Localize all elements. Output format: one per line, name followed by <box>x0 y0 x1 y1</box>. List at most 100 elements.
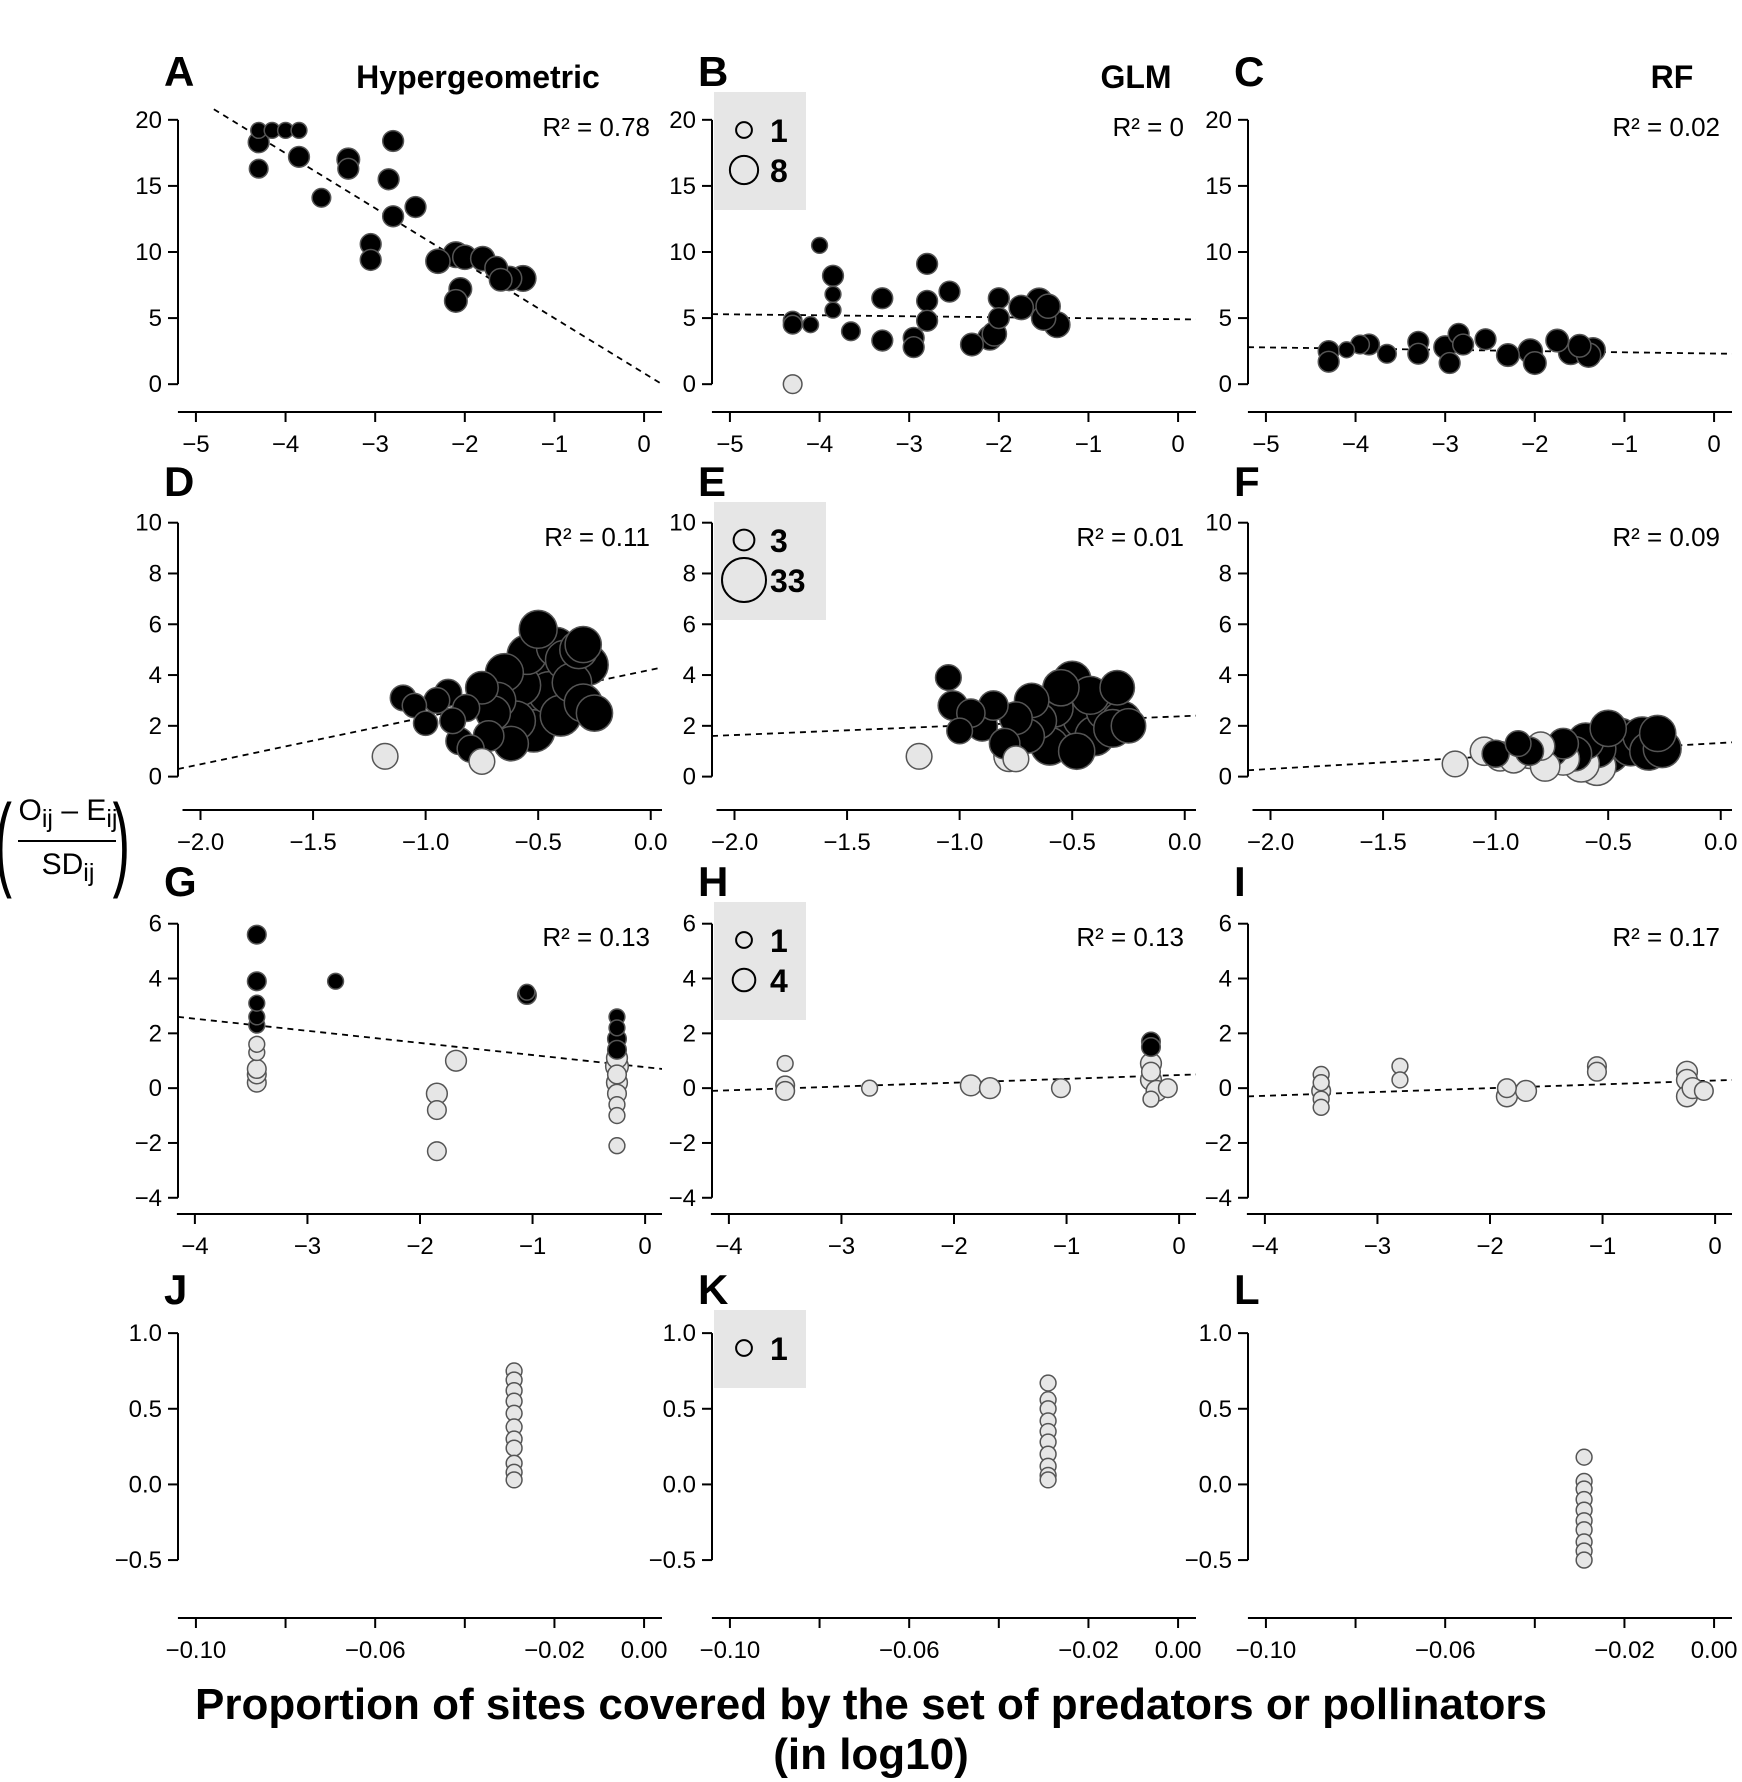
y-tick-label: 0.0 <box>129 1471 162 1498</box>
point-significant <box>246 924 267 945</box>
y-tick-label: 2 <box>683 713 696 740</box>
point-significant <box>464 670 499 705</box>
point-significant <box>311 187 332 208</box>
point-non-significant <box>1441 750 1469 778</box>
panel-letter: D <box>164 458 194 505</box>
point-non-significant <box>606 1064 628 1085</box>
method-title: Hypergeometric <box>356 59 600 95</box>
point-significant <box>404 195 427 219</box>
x-tick-label: −2 <box>940 1233 967 1260</box>
x-axis-title-units: (in log10) <box>773 1730 969 1779</box>
x-tick-label: −0.06 <box>345 1637 406 1664</box>
point-significant <box>871 287 894 310</box>
y-tick-label: 6 <box>149 611 162 638</box>
y-tick-label: 4 <box>1219 966 1232 993</box>
point-non-significant <box>426 1141 447 1162</box>
point-significant <box>564 625 603 664</box>
x-tick-label: −0.06 <box>1415 1637 1476 1664</box>
y-tick-label: 10 <box>135 239 162 266</box>
y-label-left-paren: ( <box>0 790 12 894</box>
panel-letter: L <box>1234 1266 1260 1313</box>
y-tick-label: 0 <box>1219 1075 1232 1102</box>
method-title: GLM <box>1100 59 1171 95</box>
point-non-significant <box>959 1074 983 1097</box>
point-non-significant <box>444 1049 468 1072</box>
panel-letter: F <box>1234 458 1260 505</box>
point-non-significant <box>1575 1448 1593 1466</box>
panel-C: 0 5 10 15 20 −5 −4 −3 −2 −1 0 C RF R² = 0.02 <box>1205 48 1732 458</box>
x-tick-label: 0 <box>1172 1233 1185 1260</box>
x-tick-label: −0.5 <box>1584 829 1631 856</box>
r-squared-label: R² = 0.09 <box>1612 522 1720 552</box>
point-non-significant <box>1496 1078 1517 1099</box>
x-tick-label: −3 <box>895 431 922 458</box>
y-label-fraction-bar <box>18 840 116 842</box>
y-tick-label: 1.0 <box>129 1320 162 1347</box>
regression-line <box>213 108 662 385</box>
point-non-significant <box>426 1100 447 1121</box>
y-tick-label: −2 <box>135 1130 162 1157</box>
panel-letter: H <box>698 858 728 905</box>
y-tick-label: 20 <box>135 107 162 134</box>
point-significant <box>915 252 939 276</box>
x-tick-label: −3 <box>828 1233 855 1260</box>
point-non-significant <box>1039 1471 1057 1489</box>
r-squared-label: R² = 0.13 <box>1076 922 1184 952</box>
point-non-significant <box>608 1137 626 1155</box>
y-tick-label: −0.5 <box>649 1547 696 1574</box>
point-significant <box>1407 342 1430 365</box>
panel-I: −4 −2 0 2 4 6 −4 −3 −2 −1 0 I R² = 0.17 <box>1205 858 1732 1260</box>
x-tick-label: 0.00 <box>621 1637 668 1664</box>
y-tick-label: 6 <box>149 911 162 938</box>
point-non-significant <box>1142 1090 1160 1108</box>
y-tick-label: 0 <box>1219 371 1232 398</box>
y-tick-label: 5 <box>1219 305 1232 332</box>
y-tick-label: 0 <box>683 371 696 398</box>
point-significant <box>246 971 267 992</box>
point-significant <box>488 267 513 292</box>
panel-J-axes: −0.5 0.0 0.5 1.0 −0.10 −0.06 −0.02 0.00 <box>115 1320 668 1664</box>
point-significant <box>608 1019 626 1037</box>
point-significant <box>1481 739 1510 769</box>
y-tick-label: 0 <box>683 1075 696 1102</box>
x-tick-label: −0.5 <box>1048 829 1095 856</box>
point-significant <box>1337 341 1356 359</box>
size-legend: 1 <box>714 1310 806 1388</box>
point-non-significant <box>860 1079 879 1097</box>
x-tick-label: −3 <box>294 1233 321 1260</box>
y-tick-label: 1.0 <box>663 1320 696 1347</box>
point-non-significant <box>505 1439 523 1457</box>
point-non-significant <box>608 1106 626 1125</box>
x-tick-label: −1 <box>1611 431 1638 458</box>
point-non-significant <box>776 1054 794 1073</box>
y-tick-label: 8 <box>149 560 162 587</box>
point-significant <box>902 336 925 359</box>
point-non-significant <box>1693 1080 1714 1101</box>
x-tick-label: 0.00 <box>1691 1637 1738 1664</box>
y-tick-label: 5 <box>683 305 696 332</box>
y-tick-label: 0.5 <box>663 1396 696 1423</box>
x-tick-label: −1.0 <box>936 829 983 856</box>
point-significant <box>1522 350 1547 376</box>
point-significant <box>381 129 405 153</box>
x-tick-label: 0 <box>1708 1233 1721 1260</box>
y-tick-label: −4 <box>135 1185 162 1212</box>
point-significant <box>381 205 405 228</box>
r-squared-label: R² = 0.13 <box>542 922 650 952</box>
x-tick-label: 0 <box>1707 431 1720 458</box>
panel-F-axes: 0 2 4 6 8 10 −2.0 −1.5 −1.0 −0.5 0.0 <box>1205 510 1737 856</box>
point-non-significant <box>1157 1078 1178 1099</box>
point-significant <box>987 287 1010 310</box>
point-significant <box>1438 351 1461 375</box>
y-tick-label: 10 <box>669 239 696 266</box>
y-label-right-paren: ) <box>112 784 130 900</box>
point-significant <box>938 280 961 303</box>
y-tick-label: 0.5 <box>129 1396 162 1423</box>
method-title: RF <box>1651 59 1694 95</box>
legend-label: 8 <box>770 153 788 189</box>
point-significant <box>946 717 974 745</box>
point-significant <box>1110 707 1147 744</box>
legend-circle <box>735 1339 753 1357</box>
point-non-significant <box>1002 745 1030 773</box>
y-tick-label: 2 <box>1219 713 1232 740</box>
